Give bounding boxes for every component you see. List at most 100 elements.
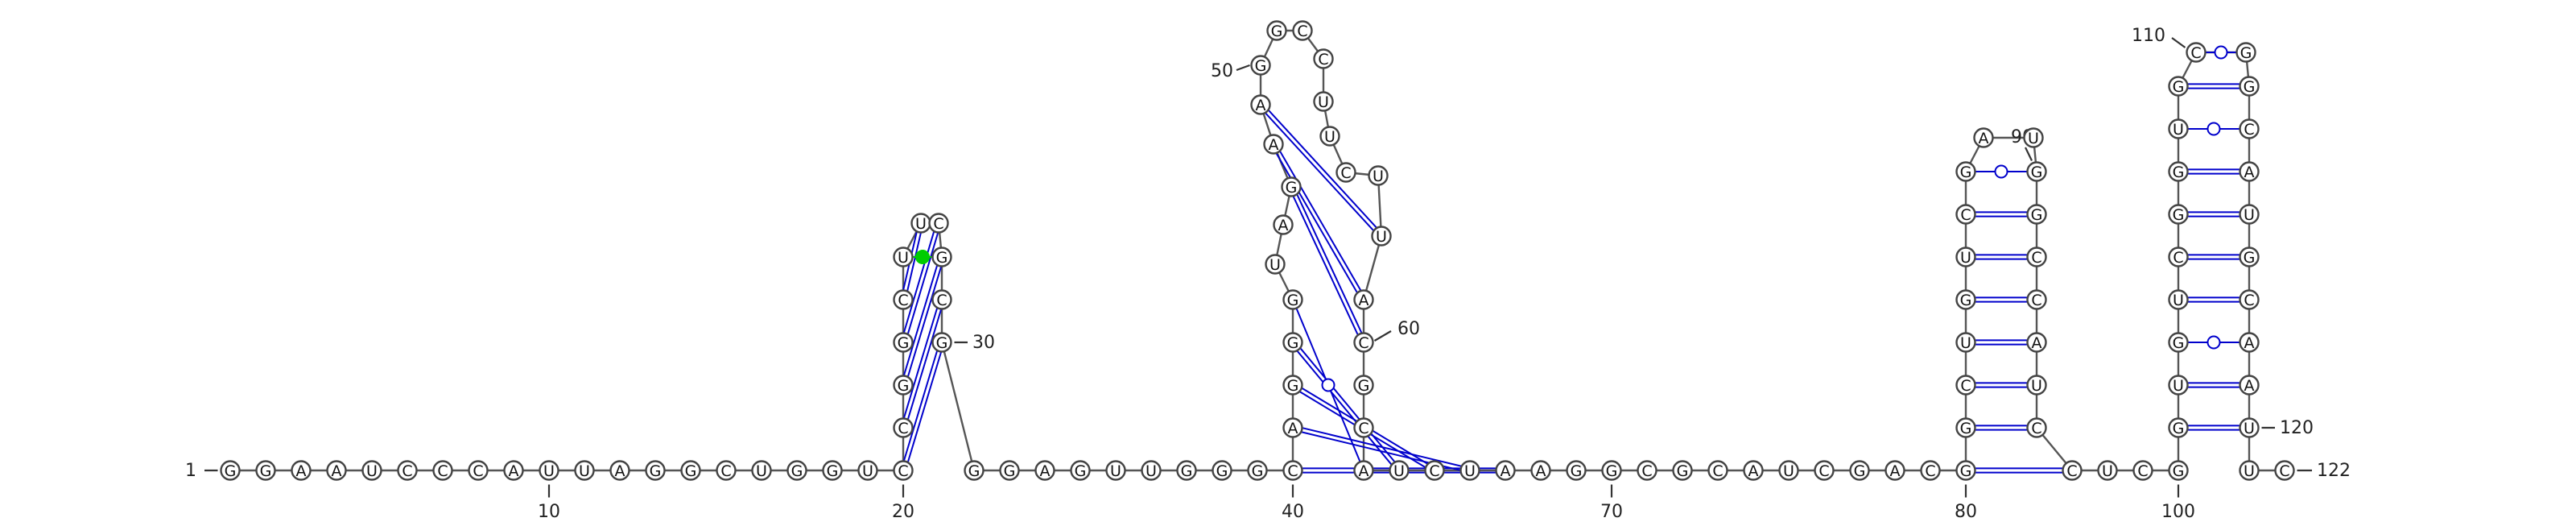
position-label: 100 — [2161, 502, 2195, 522]
svg-text:G: G — [1960, 292, 1972, 309]
svg-text:U: U — [1960, 334, 1971, 352]
svg-text:U: U — [1783, 462, 1794, 480]
svg-text:G: G — [685, 462, 697, 480]
nucleotide: U — [1141, 460, 1162, 481]
svg-text:G: G — [2173, 206, 2185, 224]
svg-text:C: C — [2244, 121, 2254, 139]
svg-text:A: A — [2244, 377, 2255, 395]
svg-text:U: U — [1110, 462, 1121, 480]
nucleotide: A — [1353, 460, 1374, 481]
svg-text:C: C — [2190, 44, 2201, 62]
base-pair-wobble — [1295, 308, 1361, 462]
nucleotide: G — [1353, 375, 1374, 396]
position-label: 1 — [185, 461, 196, 481]
nucleotide: U — [2168, 118, 2189, 139]
nucleotide: A — [1743, 460, 1764, 481]
svg-text:U: U — [2031, 377, 2042, 395]
backbone-segment — [1362, 235, 1383, 300]
nucleotide: G — [2168, 460, 2189, 481]
svg-text:A: A — [1501, 462, 1511, 480]
svg-text:C: C — [1960, 377, 1971, 395]
position-label: 80 — [1955, 502, 1977, 522]
nucleotide: C — [716, 460, 737, 481]
svg-text:G: G — [2244, 78, 2256, 96]
svg-text:C: C — [1287, 462, 1298, 480]
svg-text:U: U — [1393, 462, 1405, 480]
nucleotide: G — [1955, 161, 1976, 182]
svg-text:U: U — [915, 215, 927, 233]
nucleotide: G — [255, 460, 276, 481]
svg-text:C: C — [2031, 420, 2041, 437]
nucleotide: U — [1955, 246, 1976, 267]
svg-text:G: G — [936, 249, 948, 267]
svg-text:U: U — [579, 462, 590, 480]
nucleotide: G — [893, 332, 914, 353]
nucleotide: G — [1282, 289, 1303, 310]
svg-text:A: A — [1359, 462, 1369, 480]
svg-text:C: C — [936, 292, 947, 309]
svg-text:C: C — [1641, 462, 1652, 480]
base-pair-canonical — [902, 230, 939, 335]
position-tick — [2025, 147, 2033, 161]
svg-text:G: G — [1960, 462, 1972, 480]
nucleotide: G — [1849, 460, 1870, 481]
base-pair-canonical — [2187, 296, 2240, 303]
nucleotide: G — [2168, 204, 2189, 225]
nucleotide: C — [1292, 20, 1313, 41]
position-label: 20 — [892, 502, 914, 522]
nucleotide: A — [1273, 214, 1294, 235]
svg-text:C: C — [473, 462, 483, 480]
svg-text:A: A — [332, 462, 342, 480]
position-tick — [2171, 37, 2186, 48]
nucleotide: U — [361, 460, 382, 481]
nucleotide: C — [1353, 417, 1374, 438]
svg-text:A: A — [1256, 97, 1266, 114]
svg-text:A: A — [1359, 292, 1369, 309]
nucleotide: U — [2168, 375, 2189, 396]
nucleotide: C — [2026, 289, 2047, 310]
nucleotide: U — [1389, 460, 1410, 481]
svg-text:G: G — [898, 334, 910, 352]
nucleotide: A — [1495, 460, 1516, 481]
nucleotide: C — [1424, 460, 1445, 481]
svg-text:G: G — [650, 462, 662, 480]
svg-text:C: C — [2031, 249, 2041, 267]
svg-text:C: C — [898, 292, 908, 309]
svg-text:C: C — [2279, 462, 2289, 480]
nucleotide: G — [1955, 289, 1976, 310]
svg-text:C: C — [1429, 462, 1439, 480]
svg-text:A: A — [2244, 164, 2255, 181]
svg-text:U: U — [2173, 377, 2184, 395]
svg-text:U: U — [366, 462, 378, 480]
svg-text:G: G — [968, 462, 980, 480]
position-label: 70 — [1600, 502, 1623, 522]
nucleotide: C — [1955, 375, 1976, 396]
nucleotide: C — [2026, 417, 2047, 438]
svg-text:C: C — [1297, 23, 1307, 40]
svg-text:G: G — [898, 377, 910, 395]
nucleotide: A — [1282, 417, 1303, 438]
base-pair-wobble — [1975, 164, 2028, 179]
nucleotide: U — [1955, 332, 1976, 353]
nucleotide: G — [2168, 417, 2189, 438]
nucleotide: C — [1313, 48, 1334, 69]
nucleotide: A — [2239, 332, 2260, 353]
svg-text:U: U — [1376, 228, 1387, 246]
nucleotide: G — [2026, 204, 2047, 225]
nucleotide: U — [1778, 460, 1799, 481]
svg-text:C: C — [898, 462, 908, 480]
svg-text:C: C — [1340, 164, 1351, 182]
nucleotide: C — [2186, 42, 2207, 63]
svg-text:G: G — [1571, 462, 1583, 480]
svg-text:U: U — [1960, 249, 1971, 267]
base-pair-canonical — [2187, 168, 2240, 175]
base-pair-canonical — [1975, 425, 2028, 431]
nucleotide: C — [1707, 460, 1728, 481]
nucleotide: C — [468, 460, 489, 481]
nucleotide: U — [574, 460, 595, 481]
nucleotide: G — [1566, 460, 1587, 481]
svg-text:U: U — [1324, 128, 1335, 146]
svg-text:G: G — [1271, 23, 1283, 40]
base-pair-wobble — [2187, 335, 2240, 350]
